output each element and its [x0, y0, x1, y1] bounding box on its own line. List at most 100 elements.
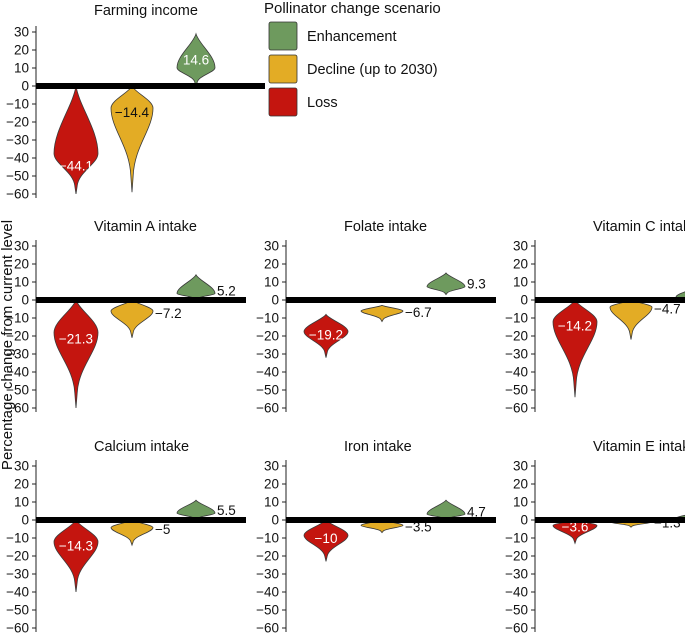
violin-loss	[552, 299, 598, 398]
value-label-loss: −21.3	[59, 331, 93, 346]
y-tick-label: 30	[513, 239, 528, 254]
value-label-enhancement: 4.7	[467, 505, 486, 520]
y-tick-label: 30	[14, 25, 29, 40]
violin-loss	[303, 313, 349, 358]
zero-line	[535, 517, 685, 523]
y-tick-label: 10	[14, 61, 29, 76]
violin-enhancement	[426, 272, 466, 296]
y-tick-label: −10	[6, 311, 29, 326]
y-tick-label: 0	[21, 293, 29, 308]
y-tick-label: −60	[6, 621, 29, 636]
y-tick-label: −50	[256, 603, 279, 618]
value-label-loss: −10	[315, 531, 338, 546]
y-tick-label: −40	[6, 585, 29, 600]
y-tick-label: 20	[264, 477, 279, 492]
violin-loss	[552, 519, 598, 545]
y-tick-label: −60	[256, 401, 279, 416]
value-label-decline-up-to-2030: −5	[155, 522, 170, 537]
violin-enhancement	[675, 291, 685, 299]
y-tick-label: 0	[21, 79, 29, 94]
y-tick-label: 10	[513, 275, 528, 290]
y-tick-label: 30	[14, 239, 29, 254]
violin-decline-up-to-2030	[360, 304, 404, 323]
value-label-loss: −14.2	[558, 319, 592, 334]
y-tick-label: −50	[505, 383, 528, 398]
value-label-enhancement: 5.5	[217, 503, 236, 518]
violin-decline-up-to-2030	[609, 299, 653, 340]
violin-decline-up-to-2030	[360, 519, 404, 534]
y-tick-label: −10	[505, 311, 528, 326]
y-tick-label: −30	[6, 567, 29, 582]
panel-iron-intake: Iron intake 30 20 10 0 −10 −20 −30 −40 −50 −60 −10 −…	[256, 439, 496, 636]
panel-folate-intake: Folate intake 30 20 10 0 −10 −20 −30 −40 −50 −60 −1…	[256, 219, 496, 416]
value-label-decline-up-to-2030: −3.5	[405, 519, 432, 534]
y-tick-label: −50	[6, 603, 29, 618]
legend-swatch-loss	[268, 87, 298, 117]
y-tick-label: 0	[520, 513, 528, 528]
y-tick-label: −60	[505, 401, 528, 416]
value-label-loss: −3.6	[562, 519, 589, 534]
legend-label-enhancement: Enhancement	[307, 29, 396, 45]
y-tick-label: −60	[505, 621, 528, 636]
value-label-enhancement: 9.3	[467, 276, 486, 291]
y-tick-label: −20	[6, 549, 29, 564]
y-tick-label: −40	[6, 365, 29, 380]
y-tick-label: −10	[256, 311, 279, 326]
value-label-loss: −14.3	[59, 539, 93, 554]
panel-title: Vitamin C intake	[593, 219, 685, 235]
legend-title: Pollinator change scenario	[264, 0, 441, 17]
zero-line	[286, 517, 496, 523]
violin-enhancement	[176, 273, 216, 301]
violin-decline-up-to-2030	[110, 85, 154, 193]
zero-line	[36, 517, 246, 523]
y-tick-label: −30	[505, 347, 528, 362]
y-tick-label: −30	[256, 567, 279, 582]
y-tick-label: −40	[6, 151, 29, 166]
y-tick-label: −30	[256, 347, 279, 362]
y-tick-label: −20	[256, 549, 279, 564]
y-tick-label: −20	[505, 329, 528, 344]
panel-title: Vitamin A intake	[94, 219, 197, 235]
violin-loss	[303, 519, 349, 562]
y-tick-label: 30	[264, 239, 279, 254]
panel-vitamin-a-intake: Vitamin A intake 30 20 10 0 −10 −20 −30 −40 −50 −6…	[6, 219, 246, 416]
panel-vitamin-e-intake: Vitamin E intake 30 20 10 0 −10 −20 −30 −40 −50 −6…	[505, 439, 685, 636]
y-tick-label: 10	[264, 275, 279, 290]
panel-title: Calcium intake	[94, 439, 189, 455]
y-tick-label: −20	[505, 549, 528, 564]
y-tick-label: −60	[256, 621, 279, 636]
violin-loss	[53, 298, 99, 409]
y-tick-label: −40	[256, 365, 279, 380]
legend-label-loss: Loss	[307, 95, 338, 111]
y-tick-label: 0	[520, 293, 528, 308]
y-tick-label: 20	[513, 257, 528, 272]
y-tick-label: 20	[14, 477, 29, 492]
y-tick-label: −10	[6, 97, 29, 112]
value-label-loss: −19.2	[309, 328, 343, 343]
y-tick-label: 30	[264, 459, 279, 474]
y-tick-label: 10	[264, 495, 279, 510]
y-tick-label: 0	[271, 293, 279, 308]
panel-farming-income: Farming income 30 20 10 0 −10 −20 −30 −40 −50 −60 −…	[6, 3, 265, 202]
y-tick-label: −50	[6, 169, 29, 184]
y-tick-label: −50	[505, 603, 528, 618]
y-tick-label: −10	[6, 531, 29, 546]
y-tick-label: 20	[14, 43, 29, 58]
value-label-decline-up-to-2030: −7.2	[155, 306, 182, 321]
y-tick-label: 20	[14, 257, 29, 272]
zero-line	[36, 83, 265, 89]
y-tick-label: −40	[505, 365, 528, 380]
value-label-decline-up-to-2030: −4.7	[654, 301, 681, 316]
value-label-enhancement: 14.6	[183, 53, 209, 68]
y-tick-label: 10	[14, 275, 29, 290]
value-label-decline-up-to-2030: −14.4	[115, 105, 150, 120]
y-tick-label: −60	[6, 401, 29, 416]
y-axis-label: Percentage change from current level	[0, 220, 16, 470]
y-tick-label: −50	[256, 383, 279, 398]
violin-loss	[53, 519, 99, 593]
y-tick-label: 10	[513, 495, 528, 510]
y-tick-label: 0	[21, 513, 29, 528]
y-tick-label: −40	[505, 585, 528, 600]
legend-swatch-enhancement	[268, 21, 298, 51]
